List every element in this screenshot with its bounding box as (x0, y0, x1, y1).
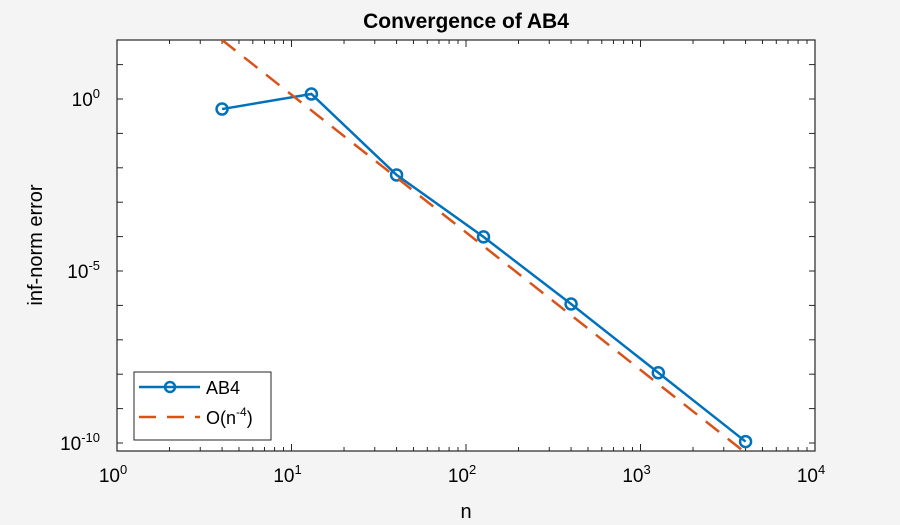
data-series (215, 40, 753, 451)
chart-title: Convergence of AB4 (363, 10, 569, 33)
x-tick-label: 103 (622, 462, 650, 487)
x-tick-label: 102 (448, 462, 476, 487)
x-tick-label: 100 (99, 462, 127, 487)
y-tick-label: 100 (72, 86, 100, 111)
data-point-marker (476, 230, 491, 244)
data-point-marker (304, 87, 319, 101)
data-point-marker (564, 297, 578, 311)
legend-order-label: O(n-4) (206, 405, 253, 428)
legend-ab4-label: AB4 (206, 378, 240, 398)
y-axis-label: inf-norm error (25, 184, 47, 305)
x-tick-labels: 100 101 102 103 104 (99, 462, 825, 487)
y-tick-labels: 100 10-5 10-10 (60, 86, 100, 455)
axis-ticks (116, 40, 816, 451)
y-tick-label: 10-10 (60, 430, 100, 455)
x-tick-label: 101 (273, 462, 301, 487)
data-point-marker (738, 434, 753, 449)
legend: AB4 O(n-4) (133, 371, 272, 441)
legend-ab4-marker-icon (163, 380, 177, 394)
y-tick-label: 10-5 (67, 258, 100, 283)
legend-box (133, 371, 272, 441)
data-point-marker (389, 168, 404, 182)
data-point-marker (215, 102, 229, 116)
series-0-line (221, 92, 747, 443)
x-axis-label: n (460, 501, 471, 523)
x-tick-label: 104 (797, 462, 825, 487)
data-point-marker (651, 366, 666, 380)
